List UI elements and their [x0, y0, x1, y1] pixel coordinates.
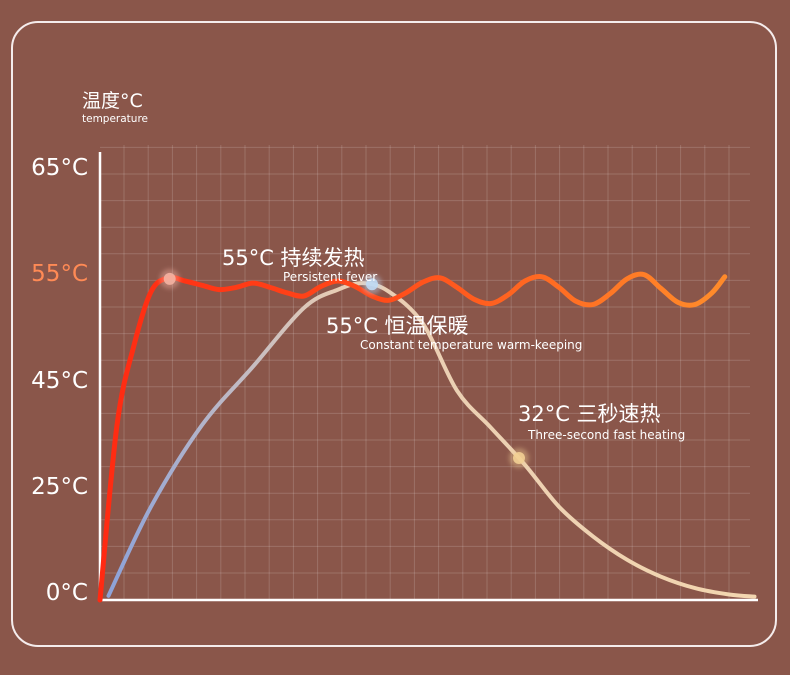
annotation-constant-title: 55°C 恒温保暖: [326, 314, 469, 338]
annotation-constant-sub: Constant temperature warm-keeping: [360, 338, 582, 352]
y-tick-labels: 65°C 55°C 45°C 25°C 0°C: [31, 155, 88, 606]
y-tick-label-1: 55°C: [31, 261, 88, 287]
chart-grid: [100, 145, 750, 600]
marker-constant-warm: [362, 274, 382, 295]
marker-dot: [366, 278, 378, 291]
chart-frame: [11, 21, 777, 647]
series-line-persistent: [97, 271, 728, 603]
annotation-persistent-sub: Persistent fever: [283, 270, 377, 284]
marker-fast-heating: [509, 448, 529, 468]
y-tick-label-4: 0°C: [46, 580, 88, 606]
annotation-fast-sub: Three-second fast heating: [527, 428, 685, 442]
annotation-fast-title: 32°C 三秒速热: [518, 402, 661, 426]
y-axis-title: 温度°C: [82, 90, 143, 112]
y-tick-label-0: 65°C: [31, 155, 88, 181]
y-tick-label-2: 45°C: [31, 368, 88, 394]
y-tick-label-3: 25°C: [31, 474, 88, 500]
marker-persistent-fever: [159, 268, 180, 289]
marker-dot: [163, 272, 176, 285]
annotation-persistent-title: 55°C 持续发热: [222, 246, 365, 270]
series-line-constant: [106, 281, 757, 599]
marker-dot: [513, 452, 525, 464]
y-axis-subtitle: temperature: [82, 113, 148, 125]
